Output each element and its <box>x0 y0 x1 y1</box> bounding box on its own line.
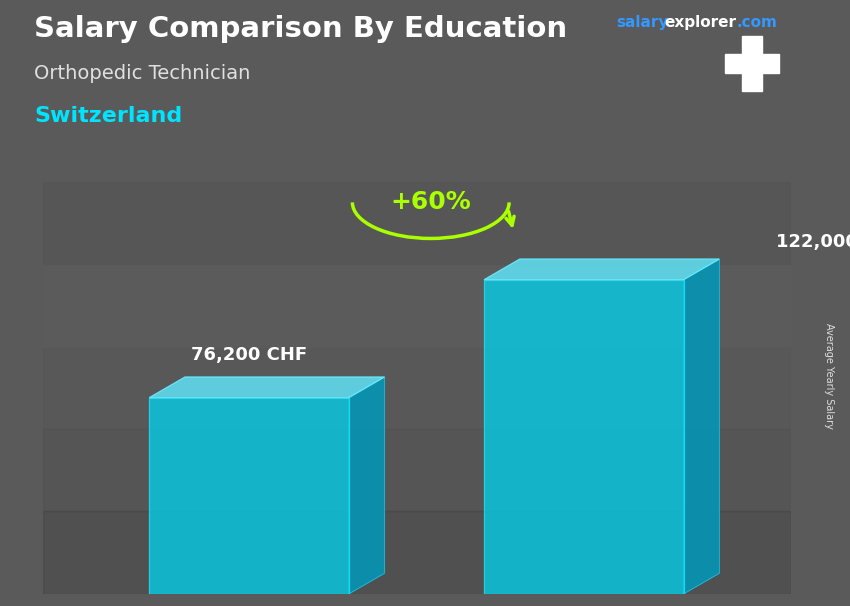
Text: Average Yearly Salary: Average Yearly Salary <box>824 323 834 428</box>
Text: 122,000 CHF: 122,000 CHF <box>776 233 850 251</box>
Polygon shape <box>150 377 384 398</box>
Polygon shape <box>150 398 348 594</box>
Bar <box>742 36 762 92</box>
Bar <box>42 429 790 511</box>
Text: 76,200 CHF: 76,200 CHF <box>191 346 307 364</box>
Text: .com: .com <box>737 15 778 30</box>
Text: Switzerland: Switzerland <box>34 106 182 126</box>
Bar <box>42 264 790 347</box>
Text: Orthopedic Technician: Orthopedic Technician <box>34 64 251 82</box>
Bar <box>725 54 779 73</box>
Text: explorer: explorer <box>665 15 737 30</box>
Bar <box>42 511 790 594</box>
Polygon shape <box>484 279 683 594</box>
Bar <box>42 182 790 264</box>
Text: +60%: +60% <box>390 190 471 215</box>
Text: salary: salary <box>616 15 669 30</box>
Polygon shape <box>348 377 384 594</box>
Polygon shape <box>484 259 719 279</box>
Text: Salary Comparison By Education: Salary Comparison By Education <box>34 15 567 43</box>
Bar <box>42 347 790 429</box>
Polygon shape <box>683 259 719 594</box>
